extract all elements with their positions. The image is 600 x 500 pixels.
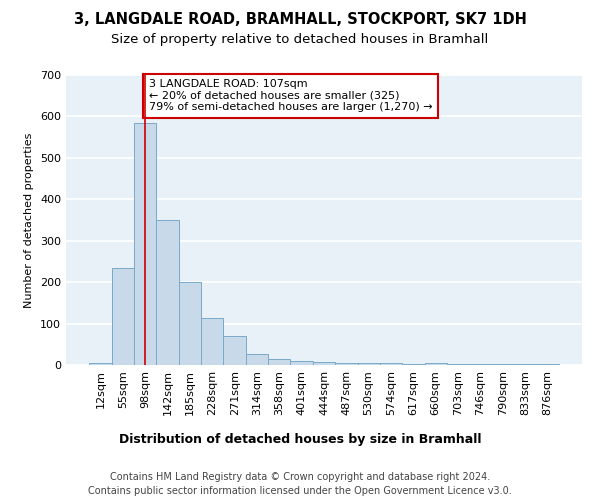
Bar	[358, 363, 380, 365]
Text: Contains public sector information licensed under the Open Government Licence v3: Contains public sector information licen…	[88, 486, 512, 496]
Text: Contains HM Land Registry data © Crown copyright and database right 2024.: Contains HM Land Registry data © Crown c…	[110, 472, 490, 482]
Text: Size of property relative to detached houses in Bramhall: Size of property relative to detached ho…	[112, 32, 488, 46]
Bar	[157, 220, 179, 365]
Text: Distribution of detached houses by size in Bramhall: Distribution of detached houses by size …	[119, 432, 481, 446]
Y-axis label: Number of detached properties: Number of detached properties	[25, 132, 34, 308]
Bar	[179, 282, 201, 365]
Bar	[89, 363, 112, 365]
Bar	[290, 361, 313, 365]
Bar	[223, 336, 246, 365]
Bar	[246, 354, 268, 365]
Bar	[268, 359, 290, 365]
Text: 3 LANGDALE ROAD: 107sqm
← 20% of detached houses are smaller (325)
79% of semi-d: 3 LANGDALE ROAD: 107sqm ← 20% of detache…	[149, 79, 432, 112]
Bar	[469, 364, 491, 365]
Bar	[335, 363, 358, 365]
Bar	[425, 363, 447, 365]
Bar	[112, 268, 134, 365]
Bar	[491, 364, 514, 365]
Bar	[402, 364, 425, 365]
Bar	[201, 318, 223, 365]
Bar	[134, 122, 157, 365]
Text: 3, LANGDALE ROAD, BRAMHALL, STOCKPORT, SK7 1DH: 3, LANGDALE ROAD, BRAMHALL, STOCKPORT, S…	[74, 12, 526, 28]
Bar	[514, 364, 536, 365]
Bar	[447, 364, 469, 365]
Bar	[313, 362, 335, 365]
Bar	[536, 364, 559, 365]
Bar	[380, 363, 402, 365]
